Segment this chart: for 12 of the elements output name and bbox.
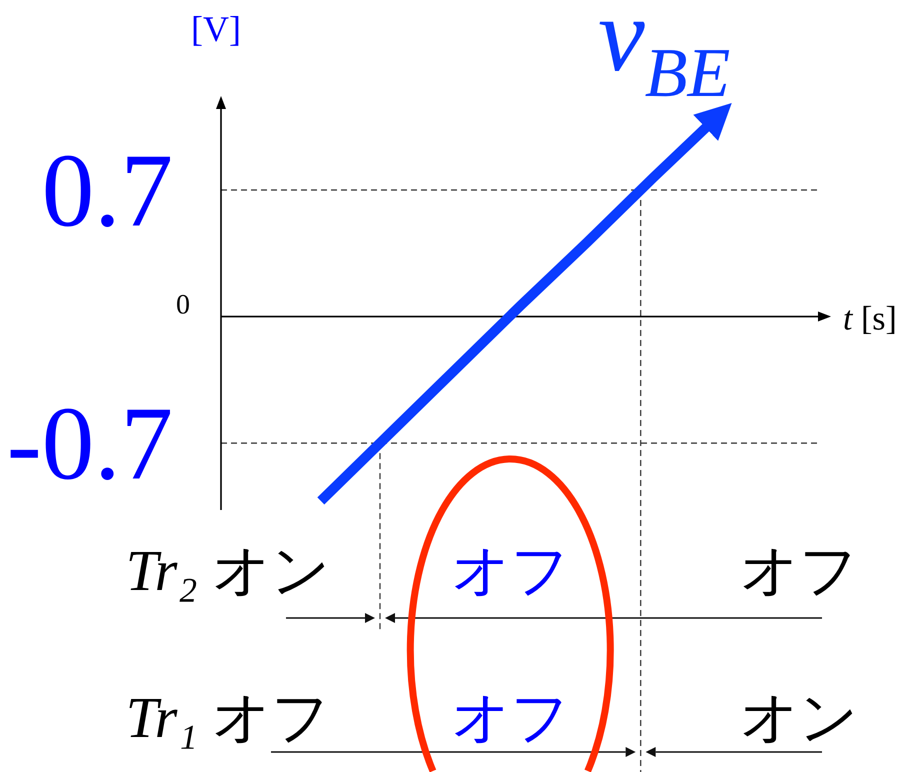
text: Tr₁ オフ: [126, 685, 330, 750]
y-tick-label: -0.7: [6, 384, 173, 502]
text: オフ: [451, 538, 570, 603]
text: オフ: [451, 685, 570, 750]
series-label: v$_{BE}$: [598, 0, 730, 112]
y-axis-title: [V]: [191, 9, 241, 49]
text: Tr₂ オン: [126, 538, 330, 603]
text: 0: [176, 290, 190, 321]
text: オン: [740, 685, 858, 750]
text: オフ: [740, 538, 858, 603]
x-axis-title: t [s]: [843, 300, 897, 338]
y-tick-label: 0.7: [42, 131, 173, 248]
